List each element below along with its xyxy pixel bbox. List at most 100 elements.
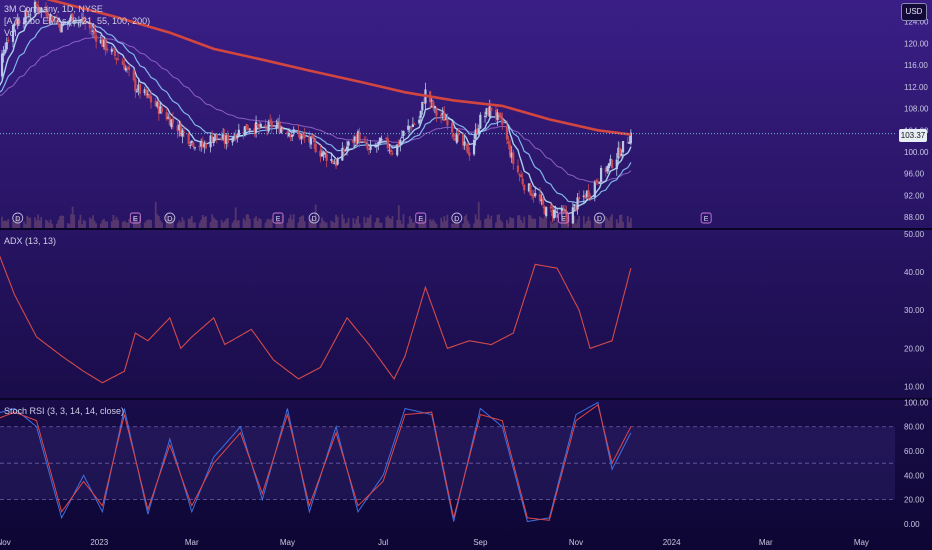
candle-body: [487, 107, 490, 116]
candle-body: [461, 133, 465, 146]
dividend-marker[interactable]: [594, 212, 605, 224]
volume-bar: [67, 223, 69, 228]
candle-body: [247, 129, 250, 131]
volume-bar: [455, 221, 458, 228]
candle-body: [254, 121, 258, 133]
stoch-tick-label: 80.00: [904, 423, 925, 432]
volume-bar: [81, 223, 83, 228]
candle-body: [374, 145, 377, 147]
stoch-tick-label: 60.00: [904, 447, 925, 456]
earnings-marker[interactable]: [272, 212, 284, 224]
volume-bar: [542, 218, 544, 228]
volume-bar: [363, 216, 366, 228]
candle-body: [488, 106, 491, 117]
volume-bar: [534, 218, 537, 228]
candle-body: [435, 108, 438, 116]
volume-bar: [286, 222, 289, 228]
volume-bar: [291, 219, 294, 228]
volume-bar: [192, 222, 195, 228]
currency-button[interactable]: USD: [901, 3, 927, 21]
volume-bar: [564, 216, 566, 228]
volume-bar: [391, 216, 394, 228]
volume-bar: [462, 223, 464, 228]
volume-bar: [93, 220, 96, 228]
volume-bar: [366, 217, 369, 228]
stoch-legend: Stoch RSI (3, 3, 14, 14, close): [4, 406, 125, 416]
volume-bar: [496, 214, 499, 228]
candle-body: [73, 20, 76, 23]
candle-body: [386, 138, 389, 149]
candle-body: [123, 63, 126, 70]
volume-bar: [62, 215, 65, 228]
volume-bar: [90, 218, 93, 228]
stoch-d-line: [0, 404, 632, 521]
candle-body: [212, 136, 215, 143]
dividend-marker[interactable]: [164, 212, 176, 224]
candle-body: [95, 34, 98, 42]
candle-body: [618, 147, 621, 157]
candle-body: [297, 130, 300, 135]
volume-bar: [424, 219, 427, 228]
time-tick-label: Nov: [569, 538, 583, 547]
candle-body: [549, 206, 552, 209]
candle-body: [178, 124, 181, 131]
candle-body: [292, 129, 295, 133]
candle-body: [127, 66, 131, 70]
volume-bar: [540, 217, 543, 228]
volume-bar: [26, 215, 29, 228]
candle-body: [33, 1, 37, 13]
volume-bar: [358, 223, 361, 228]
earnings-marker[interactable]: [557, 212, 569, 224]
candle-body: [585, 190, 589, 197]
time-tick-label: 2023: [90, 538, 108, 547]
volume-bar: [205, 216, 207, 228]
volume-bar: [159, 220, 162, 228]
candle-body: [11, 25, 15, 42]
candle-body: [375, 146, 378, 148]
volume-bar: [194, 222, 196, 228]
candle-body: [396, 144, 399, 156]
candle-body: [565, 211, 568, 217]
marker-letter: D: [167, 216, 172, 223]
candle-body: [62, 24, 65, 26]
dividend-marker[interactable]: [308, 212, 320, 224]
candle-body: [167, 116, 170, 119]
volume-bar: [35, 220, 38, 228]
volume-bar: [499, 220, 502, 228]
candle-body: [366, 144, 369, 149]
volume-bar: [154, 201, 157, 228]
price-tick-label: 92.00: [904, 191, 925, 200]
candle-body: [236, 135, 239, 138]
volume-bar: [510, 218, 513, 228]
volume-bar: [12, 221, 14, 228]
volume-bar: [2, 220, 5, 228]
earnings-marker[interactable]: [700, 212, 712, 224]
volume-bar: [488, 218, 491, 228]
volume-bar: [364, 222, 367, 228]
candle-body: [47, 19, 51, 21]
volume-bar: [617, 223, 620, 228]
earnings-marker[interactable]: [415, 212, 427, 224]
earnings-marker[interactable]: [129, 212, 141, 224]
candle-body: [7, 39, 10, 42]
volume-bar: [413, 221, 416, 228]
dividend-marker[interactable]: [12, 212, 24, 224]
candle-body: [113, 50, 117, 57]
candle-body: [560, 208, 563, 212]
volume-bar: [179, 222, 182, 228]
candle-body: [203, 143, 206, 148]
candle-body: [84, 21, 87, 24]
volume-bar: [573, 216, 576, 228]
candle-body: [225, 135, 228, 144]
candle-body: [451, 123, 454, 133]
volume-bar: [245, 214, 248, 228]
volume-bar: [330, 220, 333, 228]
candle-body: [204, 143, 208, 149]
volume-bar: [112, 214, 115, 228]
volume-bar: [215, 220, 218, 228]
candle-body: [281, 129, 284, 131]
volume-bar: [247, 214, 250, 228]
dividend-marker[interactable]: [451, 212, 463, 224]
volume-bar: [523, 216, 526, 228]
volume-bar: [380, 222, 383, 228]
